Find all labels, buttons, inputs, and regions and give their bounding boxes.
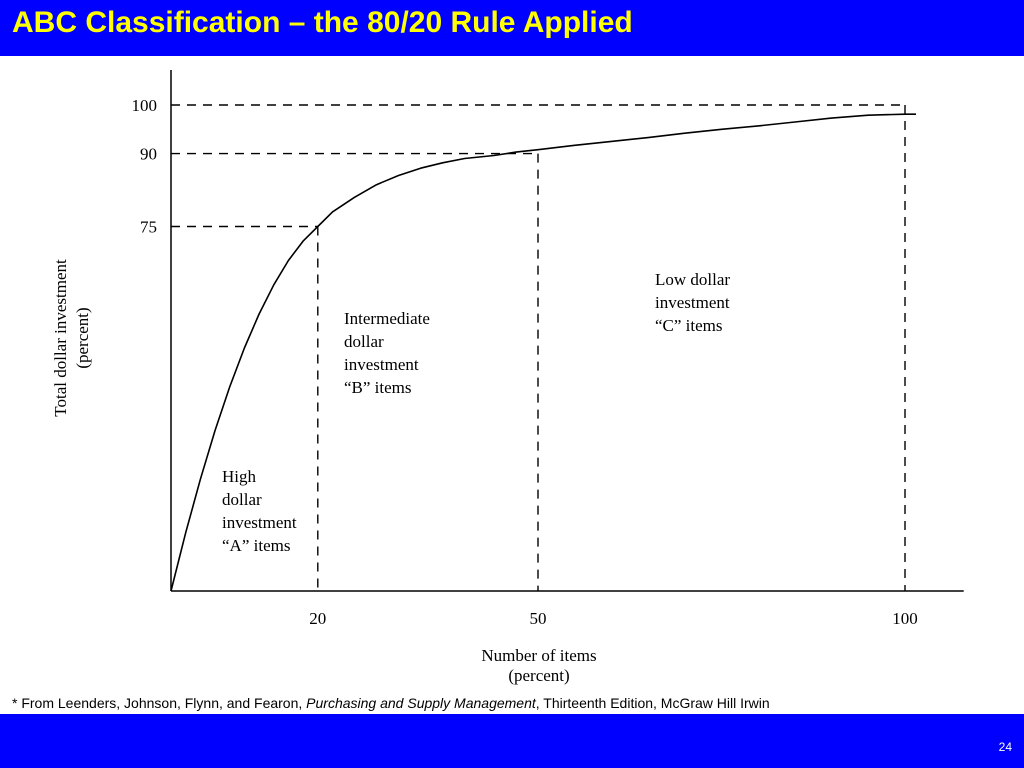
slide-title: ABC Classification – the 80/20 Rule Appl…	[12, 6, 633, 39]
region-annotation: High	[222, 467, 257, 486]
x-tick-label: 50	[530, 609, 547, 628]
y-axis-title: (percent)	[73, 307, 92, 368]
y-axis-title: Total dollar investment	[51, 259, 70, 417]
citation-book-title: Purchasing and Supply Management	[306, 695, 536, 711]
x-tick-label: 100	[892, 609, 918, 628]
region-annotation: dollar	[344, 332, 384, 351]
region-annotation: “C” items	[655, 316, 723, 335]
footer-bar: 24	[0, 714, 1024, 768]
region-annotation: investment	[222, 513, 297, 532]
region-annotation: dollar	[222, 490, 262, 509]
y-tick-label: 100	[132, 96, 158, 115]
source-citation: * From Leenders, Johnson, Flynn, and Fea…	[12, 695, 770, 711]
region-annotation: Intermediate	[344, 309, 430, 328]
title-bar: ABC Classification – the 80/20 Rule Appl…	[0, 0, 1024, 56]
region-annotation: “B” items	[344, 378, 412, 397]
y-tick-label: 75	[140, 218, 157, 237]
cumulative-investment-curve	[170, 113, 916, 592]
region-annotation: Low dollar	[655, 270, 730, 289]
region-annotation: investment	[344, 355, 419, 374]
x-axis-title: (percent)	[508, 666, 569, 685]
x-tick-label: 20	[309, 609, 326, 628]
citation-prefix: * From Leenders, Johnson, Flynn, and Fea…	[12, 695, 307, 711]
region-annotation: investment	[655, 293, 730, 312]
page-number: 24	[998, 740, 1012, 754]
citation-suffix: , Thirteenth Edition, McGraw Hill Irwin	[535, 695, 770, 711]
y-tick-label: 90	[140, 145, 157, 164]
region-annotation: “A” items	[222, 536, 290, 555]
x-axis-title: Number of items	[481, 646, 596, 665]
